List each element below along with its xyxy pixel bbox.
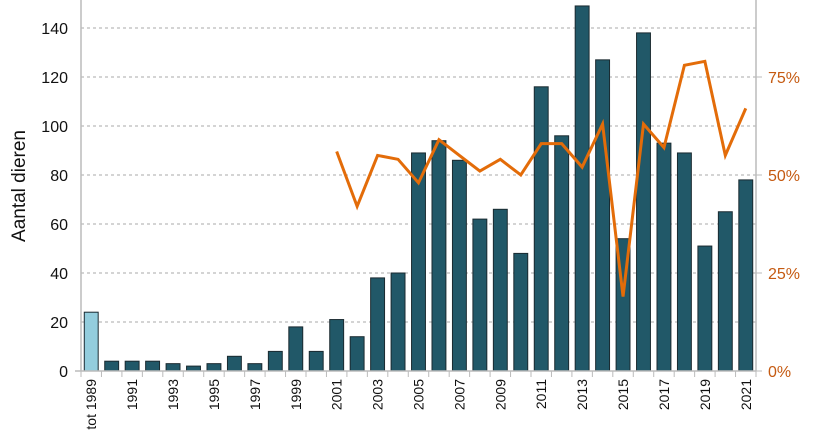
bar-2001 — [329, 319, 345, 372]
bar-2003 — [370, 277, 386, 372]
x-tick-label: 1991 — [124, 379, 140, 410]
bar-2012 — [554, 135, 570, 372]
bar-2018 — [676, 152, 692, 372]
y2-tick-label: 0% — [768, 364, 791, 381]
bar-1993 — [165, 363, 181, 372]
bar-2006 — [431, 140, 447, 372]
bar-1996 — [226, 355, 242, 372]
bar-1999 — [288, 326, 304, 372]
x-tick-label: 2015 — [615, 379, 631, 410]
bar-tot-1989 — [83, 311, 99, 372]
right-axis-ticks: 0% 25% 50% 75% — [756, 70, 800, 381]
bar-2009 — [492, 208, 508, 372]
y-tick-label: 0 — [59, 364, 68, 381]
x-tick-label: 2003 — [370, 379, 386, 410]
left-axis-ticks: 0 20 40 60 80 100 120 140 — [41, 21, 68, 381]
bar-2021 — [738, 179, 754, 372]
bar-2002 — [349, 336, 365, 372]
bars — [83, 5, 754, 372]
bar-1998 — [267, 350, 283, 372]
x-tick-label: 1993 — [165, 379, 181, 410]
y2-tick-label: 25% — [768, 266, 800, 283]
bar-2007 — [451, 159, 467, 372]
x-tick-label: 2017 — [656, 379, 672, 410]
bar-2004 — [390, 272, 406, 372]
bar-2005 — [411, 152, 426, 372]
x-tick-label: 2009 — [492, 379, 508, 410]
bar-1997 — [247, 363, 263, 372]
bar-2019 — [697, 245, 713, 372]
bar-2010 — [513, 252, 529, 372]
y-axis-label: Aantal dieren — [9, 130, 30, 242]
y2-tick-label: 75% — [768, 70, 800, 87]
bar-2020 — [717, 211, 733, 372]
bar-1992 — [145, 360, 161, 372]
bar-2013 — [574, 5, 590, 372]
x-tick-label: 2013 — [574, 379, 590, 410]
bar-1995 — [206, 363, 222, 372]
y-tick-label: 80 — [50, 168, 68, 185]
bar-2014 — [595, 59, 611, 372]
y-tick-label: 20 — [50, 315, 68, 332]
bar-2011 — [533, 86, 549, 372]
bar-2008 — [472, 218, 488, 372]
y-tick-label: 140 — [41, 21, 68, 38]
x-axis-ticks: tot 1989 1991 1993 1995 1997 1999 2001 2003 2005… — [83, 379, 754, 430]
percentage-line — [335, 59, 748, 297]
y2-tick-label: 50% — [768, 168, 800, 185]
y-tick-label: 60 — [50, 217, 68, 234]
x-tick-label: 1997 — [247, 379, 263, 410]
x-tick-label: 1999 — [288, 379, 304, 410]
bar-2000 — [308, 350, 324, 372]
bar-1991 — [124, 360, 140, 372]
x-tick-label: 2007 — [451, 379, 467, 410]
x-tick-label: 2019 — [697, 379, 713, 410]
axes — [75, 0, 757, 377]
y-tick-label: 120 — [41, 70, 68, 87]
x-tick-label: 2011 — [533, 379, 549, 409]
x-tick-label: 1995 — [206, 379, 222, 410]
y-tick-label: 40 — [50, 266, 68, 283]
bar-2017 — [656, 142, 672, 372]
line-series — [335, 59, 748, 297]
bar-2016 — [636, 32, 651, 372]
x-tick-label: 2005 — [411, 379, 427, 410]
bar-1990 — [104, 360, 120, 372]
x-tick-label: 2001 — [329, 379, 345, 410]
y-tick-label: 100 — [41, 119, 68, 136]
x-tick-label: 2021 — [738, 379, 754, 410]
x-tick-label: tot 1989 — [83, 379, 99, 430]
